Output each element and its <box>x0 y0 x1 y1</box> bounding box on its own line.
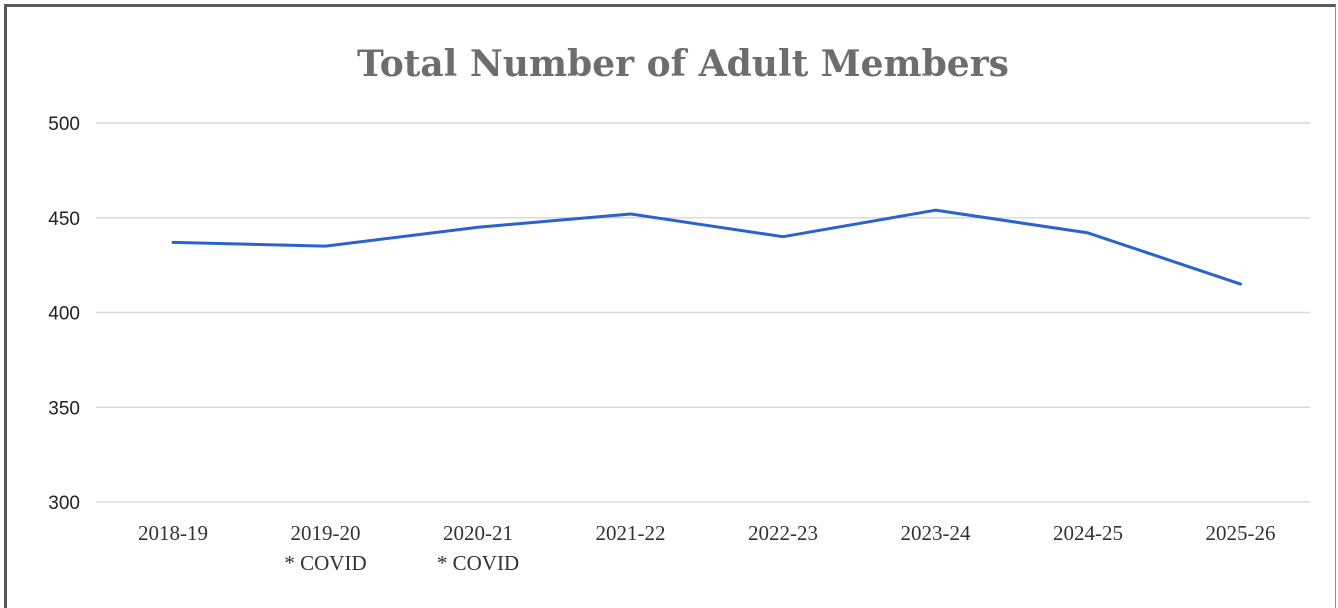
x-tick-label: 2025-26 <box>1206 521 1276 545</box>
chart-frame <box>4 4 1336 608</box>
y-tick-label: 500 <box>48 114 80 135</box>
chart-title: Total Number of Adult Members <box>357 43 1009 85</box>
x-tick-label: 2020-21 <box>443 521 513 545</box>
x-tick-label: 2023-24 <box>901 521 971 545</box>
x-tick-label: 2021-22 <box>596 521 666 545</box>
series-lines <box>171 208 1242 286</box>
x-tick-label: 2022-23 <box>748 521 818 545</box>
x-tick-note: * COVID <box>437 551 519 575</box>
y-axis-ticks: 500 450 400 350 300 <box>48 114 80 514</box>
x-tick-label: 2018-19 <box>138 521 208 545</box>
x-tick-label: 2019-20 <box>291 521 361 545</box>
y-tick-label: 450 <box>48 209 80 230</box>
y-tick-label: 350 <box>48 398 80 419</box>
y-tick-label: 400 <box>48 304 80 325</box>
x-tick-note: * COVID <box>284 551 366 575</box>
series-line <box>171 208 1242 286</box>
x-tick-label: 2024-25 <box>1053 521 1123 545</box>
y-tick-label: 300 <box>48 493 80 514</box>
gridlines <box>96 122 1310 503</box>
x-axis-ticks: 2018-19 2019-20 * COVID 2020-21 * COVID 2021-… <box>138 521 1276 575</box>
